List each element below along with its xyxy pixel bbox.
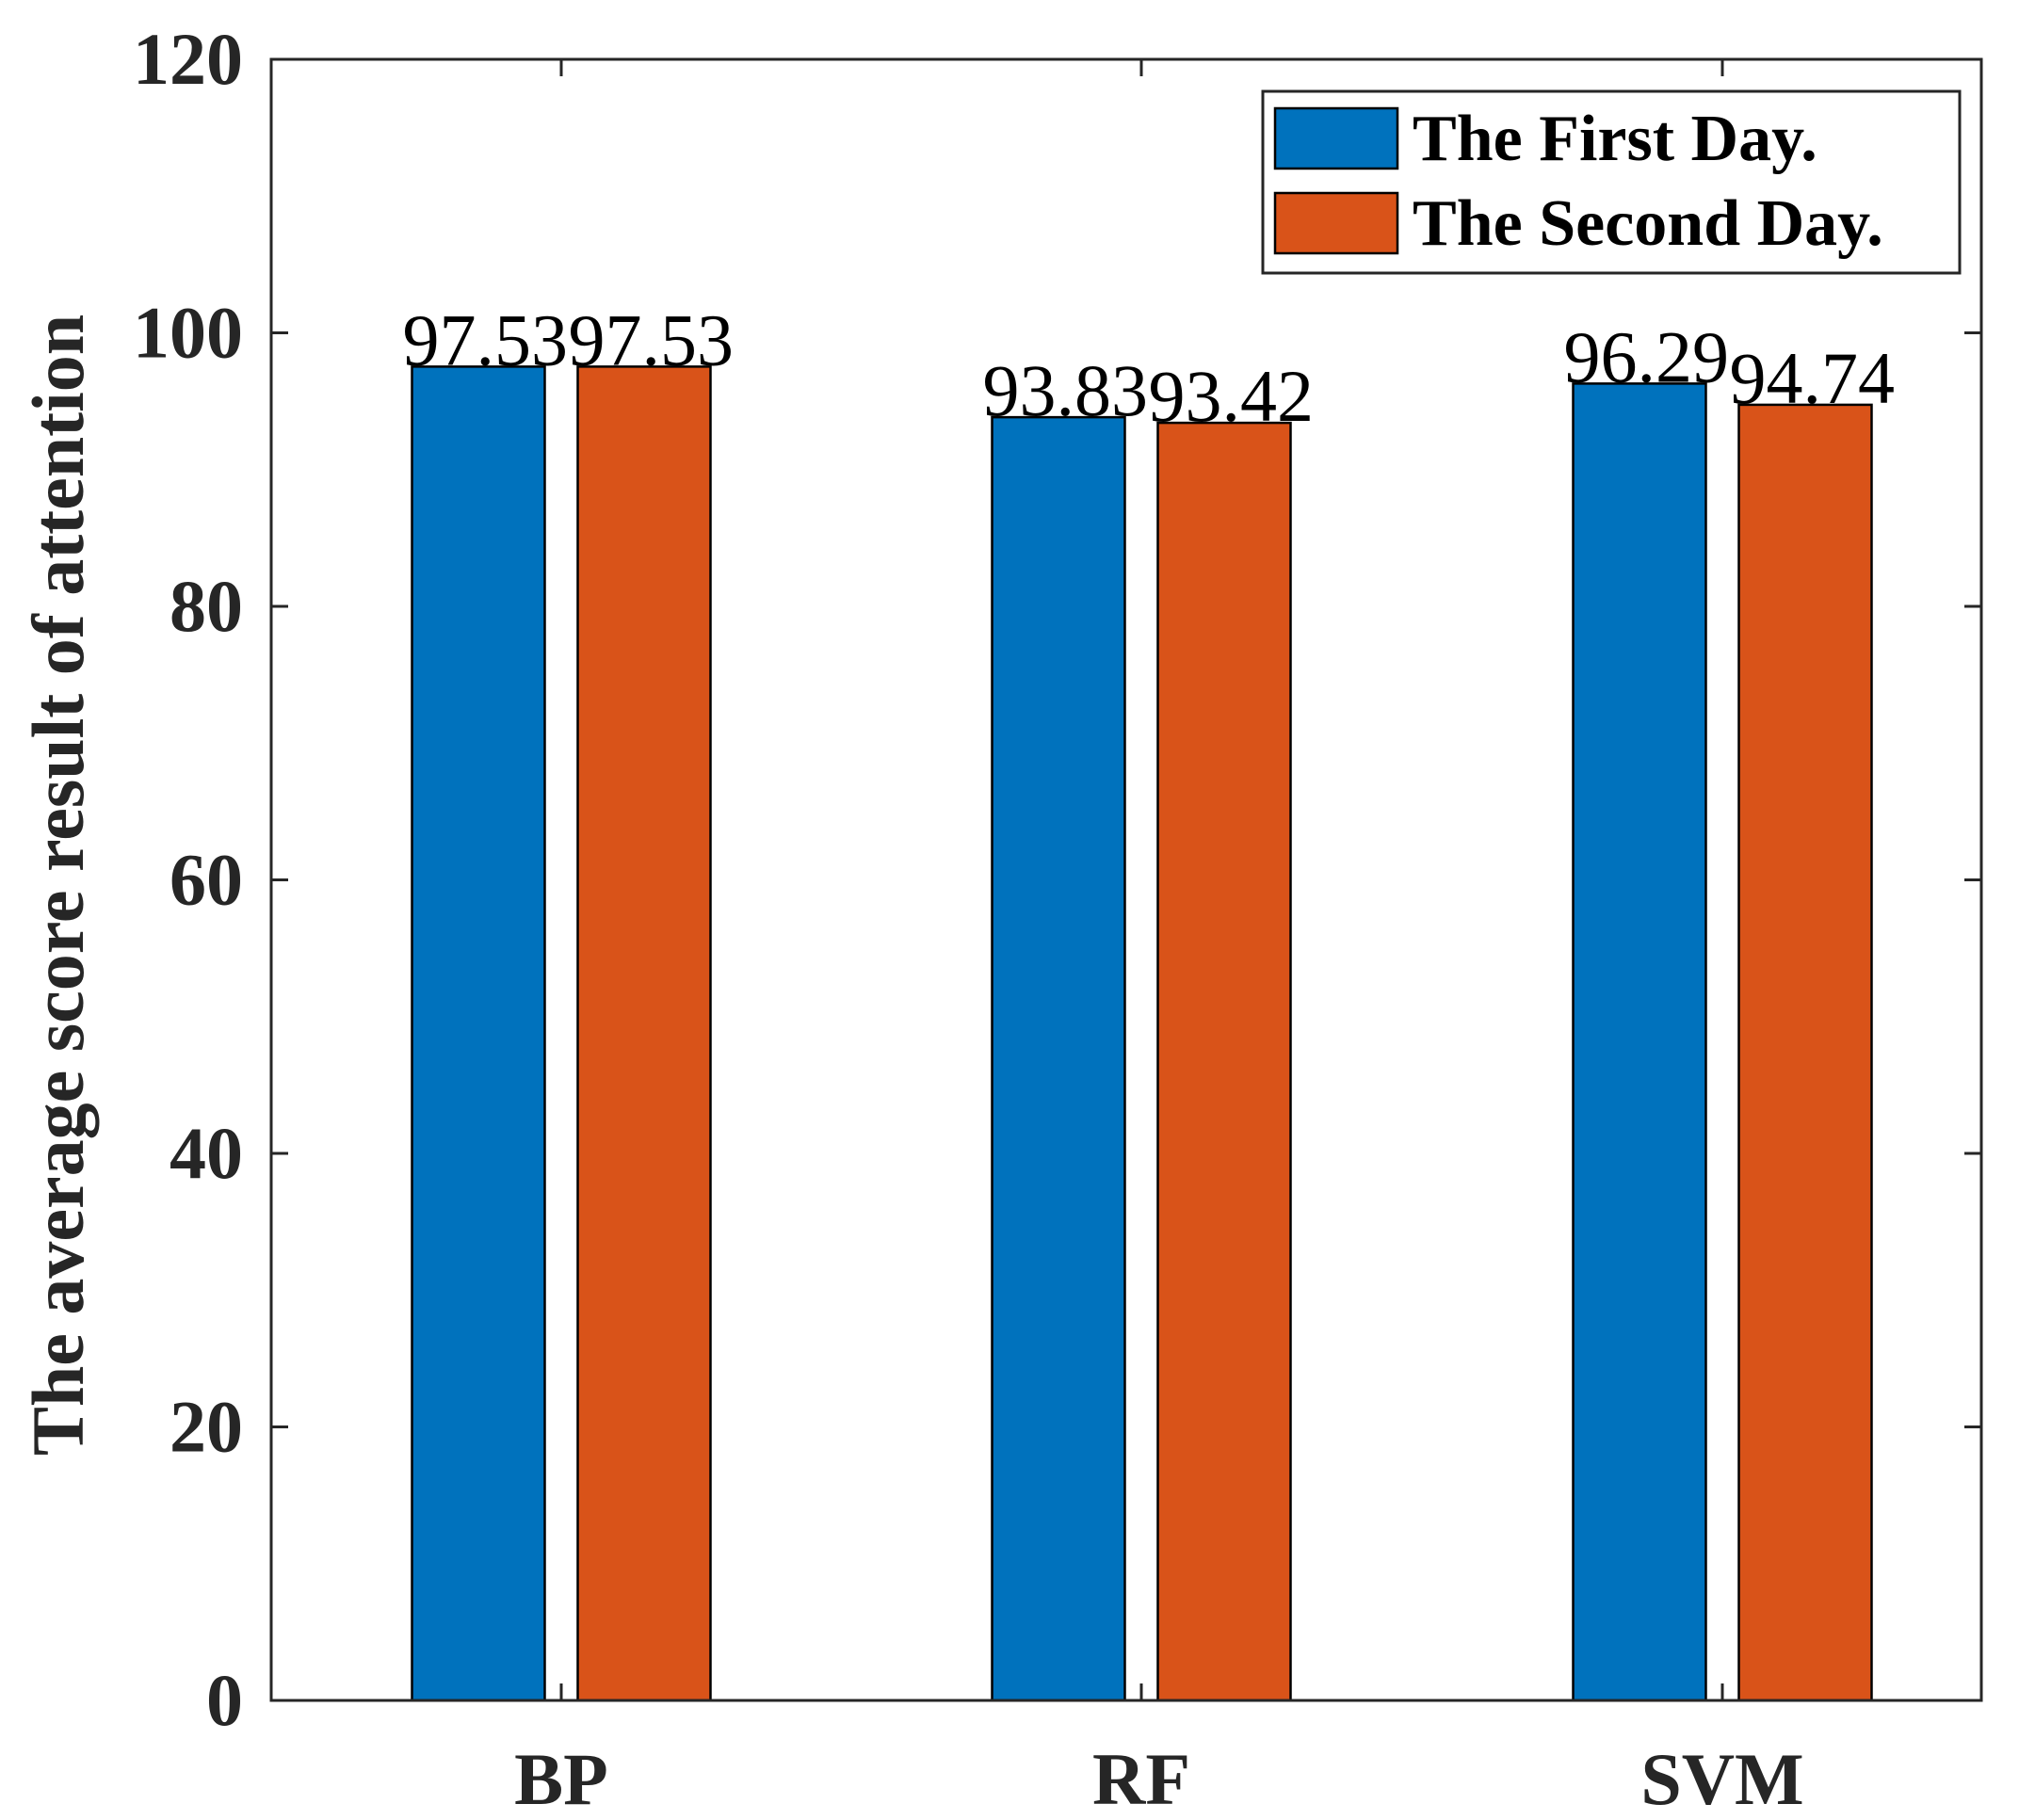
data-label-bp-series-1: 97.53 xyxy=(403,298,569,380)
data-label-bp-series-2: 97.53 xyxy=(569,298,735,380)
legend-label-series-1: The First Day. xyxy=(1413,103,1817,175)
y-tick-label: 120 xyxy=(133,18,243,100)
data-label-svm-series-2: 94.74 xyxy=(1730,337,1896,419)
legend-label-series-2: The Second Day. xyxy=(1413,187,1883,260)
y-ticks-group: 0 20 40 60 80 100 120 xyxy=(133,18,1981,1741)
bar-svm-series-1 xyxy=(1572,382,1707,1702)
y-tick-label: 80 xyxy=(170,565,243,647)
x-tick-label-bp: BP xyxy=(514,1738,608,1820)
bar-bp-series-2 xyxy=(576,365,712,1702)
bar-svm-series-2 xyxy=(1737,403,1873,1702)
data-label-rf-series-1: 93.83 xyxy=(983,349,1149,431)
x-tick-label-rf: RF xyxy=(1092,1738,1190,1820)
bar-rf-series-2 xyxy=(1156,421,1292,1702)
bar-bp-series-1 xyxy=(411,365,546,1702)
data-label-rf-series-2: 93.42 xyxy=(1149,355,1315,437)
y-axis-title: The average score result of attention xyxy=(17,314,99,1456)
legend-swatch-series-1 xyxy=(1273,106,1399,170)
x-tick-label-svm: SVM xyxy=(1640,1738,1803,1820)
y-tick-label: 0 xyxy=(206,1659,243,1741)
data-labels-group: 97.53 93.83 96.29 97.53 93.42 94.74 xyxy=(403,298,1896,437)
y-tick-label: 20 xyxy=(170,1386,243,1468)
y-tick-label: 40 xyxy=(170,1112,243,1194)
x-ticks-group: BP RF SVM xyxy=(514,59,1804,1820)
y-tick-label: 60 xyxy=(170,839,243,921)
y-tick-label: 100 xyxy=(133,292,243,374)
bar-rf-series-1 xyxy=(991,415,1126,1702)
legend-swatch-series-2 xyxy=(1273,191,1399,255)
legend: The First Day. The Second Day. xyxy=(1261,89,1962,275)
data-label-svm-series-1: 96.29 xyxy=(1564,315,1730,397)
bars-group xyxy=(411,365,1873,1702)
